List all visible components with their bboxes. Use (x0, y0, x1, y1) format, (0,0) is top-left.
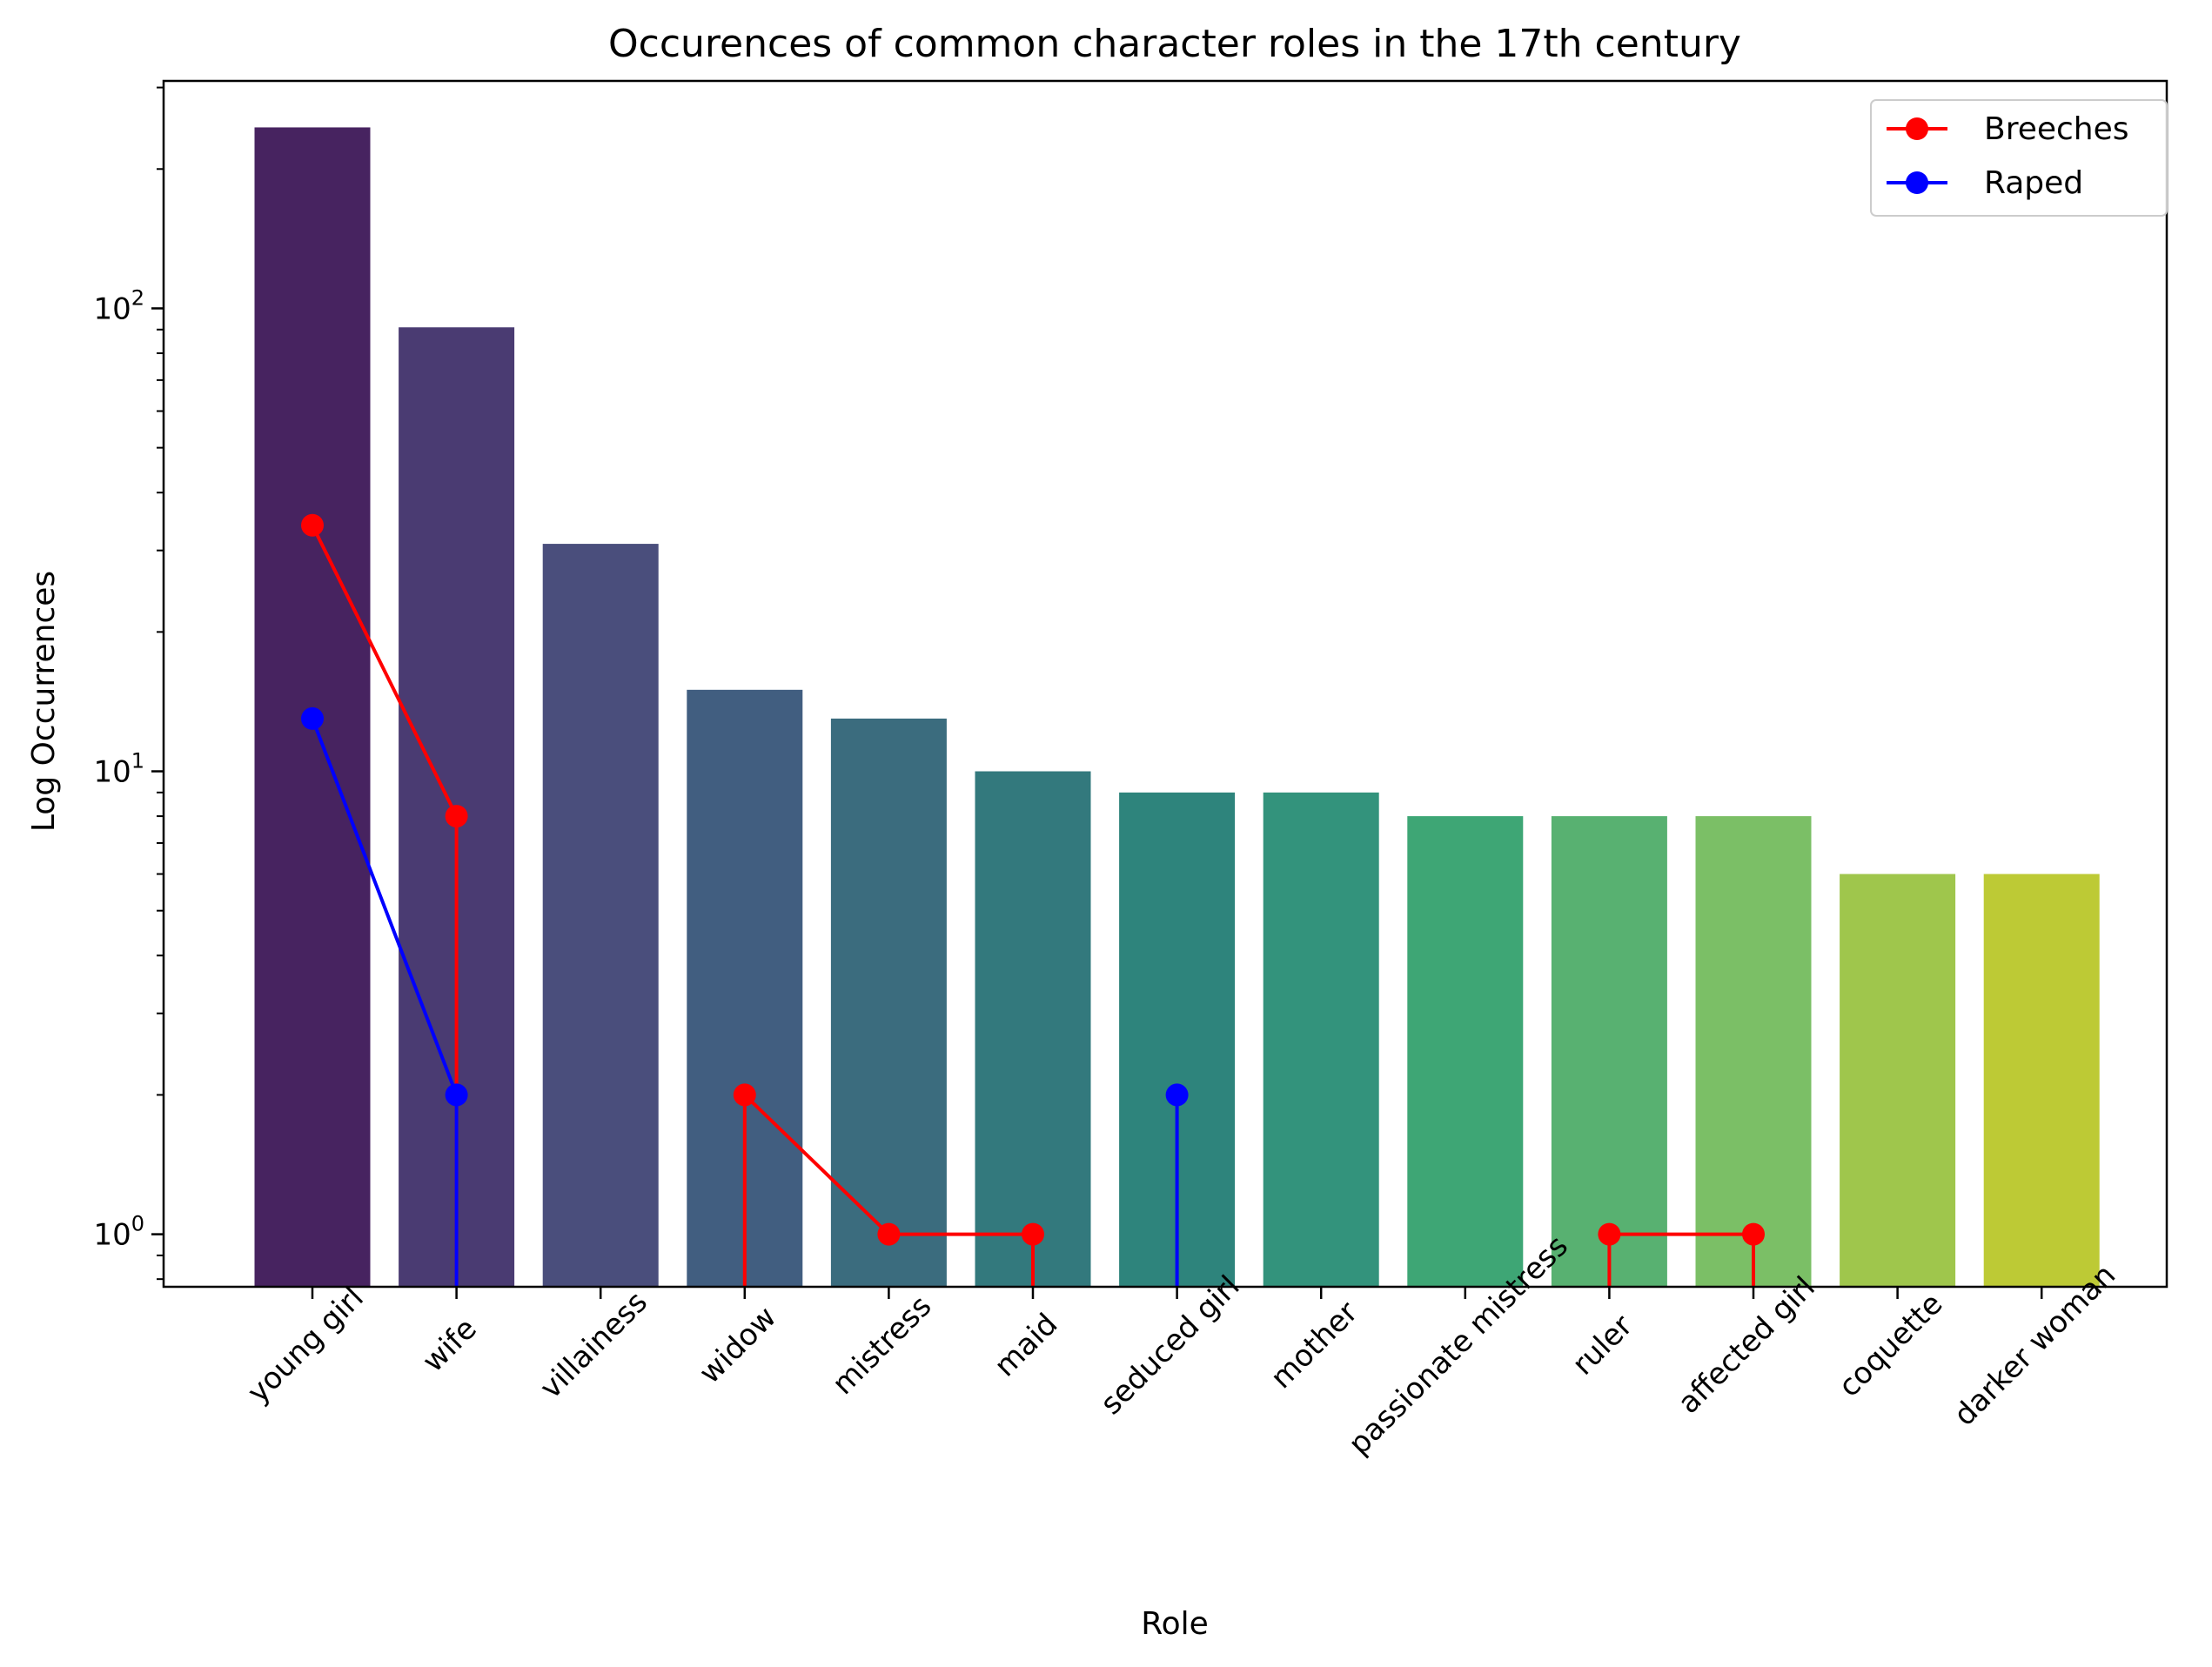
legend-label-breeches: Breeches (1984, 111, 2129, 147)
series-point-breeches (1742, 1222, 1765, 1246)
y-tick-label: 101 (93, 749, 144, 790)
y-tick-label: 102 (93, 285, 144, 326)
plot-frame (162, 79, 2168, 1289)
bar-9 (1551, 816, 1667, 1287)
series-line-raped (311, 718, 1179, 1287)
series-point-breeches (733, 1083, 756, 1107)
bar-10 (1695, 816, 1812, 1287)
bar-11 (1840, 874, 1956, 1287)
y-tick-exponent: 1 (131, 749, 144, 773)
bar-5 (975, 771, 1091, 1287)
legend: Breeches Raped (1870, 99, 2168, 217)
series-point-breeches (301, 513, 324, 537)
legend-swatch-marker (1906, 171, 1928, 194)
bar-12 (1983, 874, 2100, 1287)
bar-0 (254, 127, 371, 1288)
y-axis-label: Log Occurrences (26, 571, 62, 832)
series-point-breeches (1598, 1222, 1621, 1246)
series-point-raped (445, 1083, 468, 1107)
x-axis-label: Role (1141, 1606, 1209, 1642)
bar-4 (830, 718, 947, 1287)
series-point-raped (1165, 1083, 1189, 1107)
legend-label-raped: Raped (1984, 165, 2083, 201)
y-tick-exponent: 0 (131, 1212, 144, 1236)
series-point-raped (301, 706, 324, 730)
chart-title: Occurences of common character roles in … (608, 22, 1741, 66)
bar-8 (1407, 816, 1524, 1287)
y-tick-base: 10 (93, 1218, 131, 1253)
series-point-breeches (877, 1222, 901, 1246)
y-tick-label: 100 (93, 1212, 144, 1253)
series-point-breeches (1022, 1222, 1044, 1246)
series-point-breeches (445, 805, 468, 828)
y-tick-base: 10 (93, 291, 131, 326)
bar-7 (1263, 792, 1379, 1287)
legend-swatch-marker (1906, 117, 1928, 140)
series-points-group (301, 513, 1765, 1246)
bar-2 (542, 544, 659, 1287)
y-tick-base: 10 (93, 755, 131, 790)
y-tick-exponent: 2 (131, 285, 144, 310)
